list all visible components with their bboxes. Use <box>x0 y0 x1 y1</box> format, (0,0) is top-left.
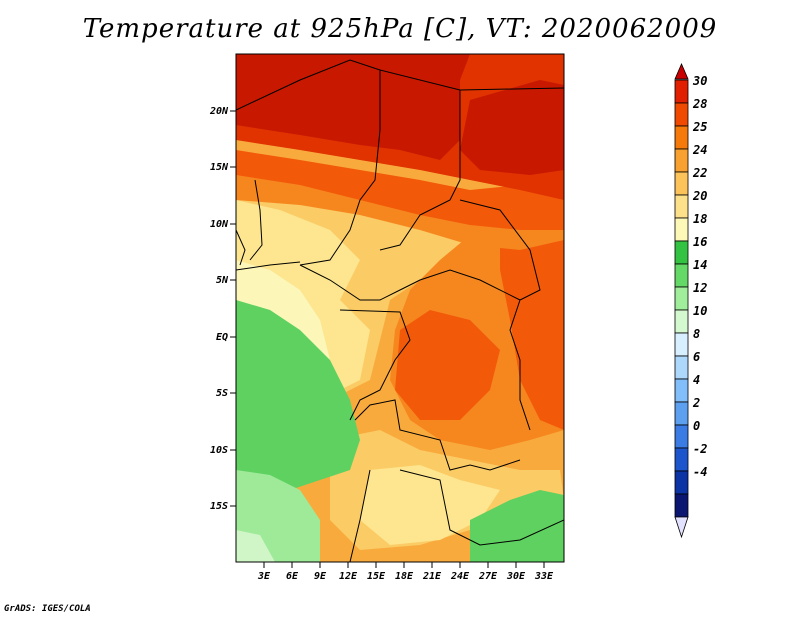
field-25-north <box>236 150 564 230</box>
colorbar-label: 0 <box>693 419 700 433</box>
field-18-20-south <box>360 465 500 545</box>
colorbar-segment <box>674 355 689 380</box>
colorbar-segment <box>674 263 689 288</box>
colorbar-label: 22 <box>692 166 707 180</box>
colorbar-label: 18 <box>693 212 707 226</box>
lon-label-3e: 3E <box>257 571 271 582</box>
credit-text: GrADS: IGES/COLA <box>4 604 91 614</box>
colorbar-bottom-arrow <box>674 516 689 539</box>
colorbar-label: 6 <box>693 350 700 364</box>
colorbar-segment <box>674 102 689 127</box>
lat-label-15n: 15N <box>210 162 229 173</box>
lon-label-9e: 9E <box>314 571 327 582</box>
colorbar-label: -2 <box>693 442 707 456</box>
colorbar-segment <box>674 240 689 265</box>
lat-label-10n: 10N <box>210 219 229 230</box>
colorbar-segment <box>674 125 689 150</box>
field-25-28-east <box>500 195 564 430</box>
colorbar-segment <box>674 493 689 518</box>
field-14-16-se <box>470 490 564 562</box>
colorbar-label: 14 <box>693 258 707 272</box>
colorbar-label: 16 <box>693 235 707 249</box>
lon-label-15e: 15E <box>367 571 386 582</box>
country-borders <box>236 59 564 562</box>
lon-label-18e: 18E <box>395 571 414 582</box>
colorbar-label: 30 <box>692 74 707 88</box>
lon-label-24e: 24E <box>450 571 470 582</box>
colorbar-label: 28 <box>692 97 707 111</box>
field-over-30 <box>236 54 470 160</box>
lat-label-5n: 5N <box>216 275 229 286</box>
colorbar-label: 25 <box>692 120 707 134</box>
lat-label-20n: 20N <box>209 106 229 117</box>
colorbar-segment <box>674 447 689 472</box>
colorbar-segment <box>674 470 689 495</box>
colorbar-label: 2 <box>692 396 700 410</box>
field-25-28-centre <box>395 310 500 420</box>
colorbar-segment <box>674 148 689 173</box>
map-frame <box>235 53 565 563</box>
colorbar-label: 10 <box>693 304 707 318</box>
colorbar-label: 4 <box>693 373 700 387</box>
colorbar-segment <box>674 79 689 104</box>
lon-label-30e: 30E <box>506 571 526 582</box>
colorbar-label: 8 <box>693 327 700 341</box>
latitude-axis: 20N 15N 10N 5N EQ 5S 10S 15S <box>209 106 236 512</box>
lon-label-33e: 33E <box>534 571 554 582</box>
colorbar-segment <box>674 424 689 449</box>
field-over-30-east <box>460 80 564 175</box>
lon-label-6e: 6E <box>286 571 299 582</box>
lat-label-10s: 10S <box>210 445 228 456</box>
colorbar-segment <box>674 401 689 426</box>
colorbar-segment <box>674 217 689 242</box>
field-10-12 <box>236 530 275 562</box>
colorbar-label: 24 <box>692 143 707 157</box>
chart-title: Temperature at 925hPa [C], VT: 202006200… <box>82 14 718 44</box>
colorbar-segment <box>674 194 689 219</box>
field-14-16 <box>236 300 360 490</box>
colorbar-label: 12 <box>693 281 707 295</box>
lon-label-27e: 27E <box>478 571 498 582</box>
temperature-field <box>236 54 564 562</box>
colorbar-top-arrow <box>674 62 689 80</box>
lon-label-21e: 21E <box>422 571 442 582</box>
colorbar-segment <box>674 332 689 357</box>
lat-label-5s: 5S <box>216 388 228 399</box>
longitude-axis: 3E 6E 9E 12E 15E 18E 21E 24E 27E 30E 33E <box>257 562 554 582</box>
colorbar-label: 20 <box>692 189 707 203</box>
colorbar-segment <box>674 378 689 403</box>
colorbar-segment <box>674 171 689 196</box>
colorbar-segment <box>674 309 689 334</box>
colorbar-label: -4 <box>693 465 707 479</box>
lon-label-12e: 12E <box>339 571 358 582</box>
lat-label-15s: 15S <box>210 501 228 512</box>
lat-label-eq: EQ <box>216 332 228 343</box>
colorbar-segment <box>674 286 689 311</box>
